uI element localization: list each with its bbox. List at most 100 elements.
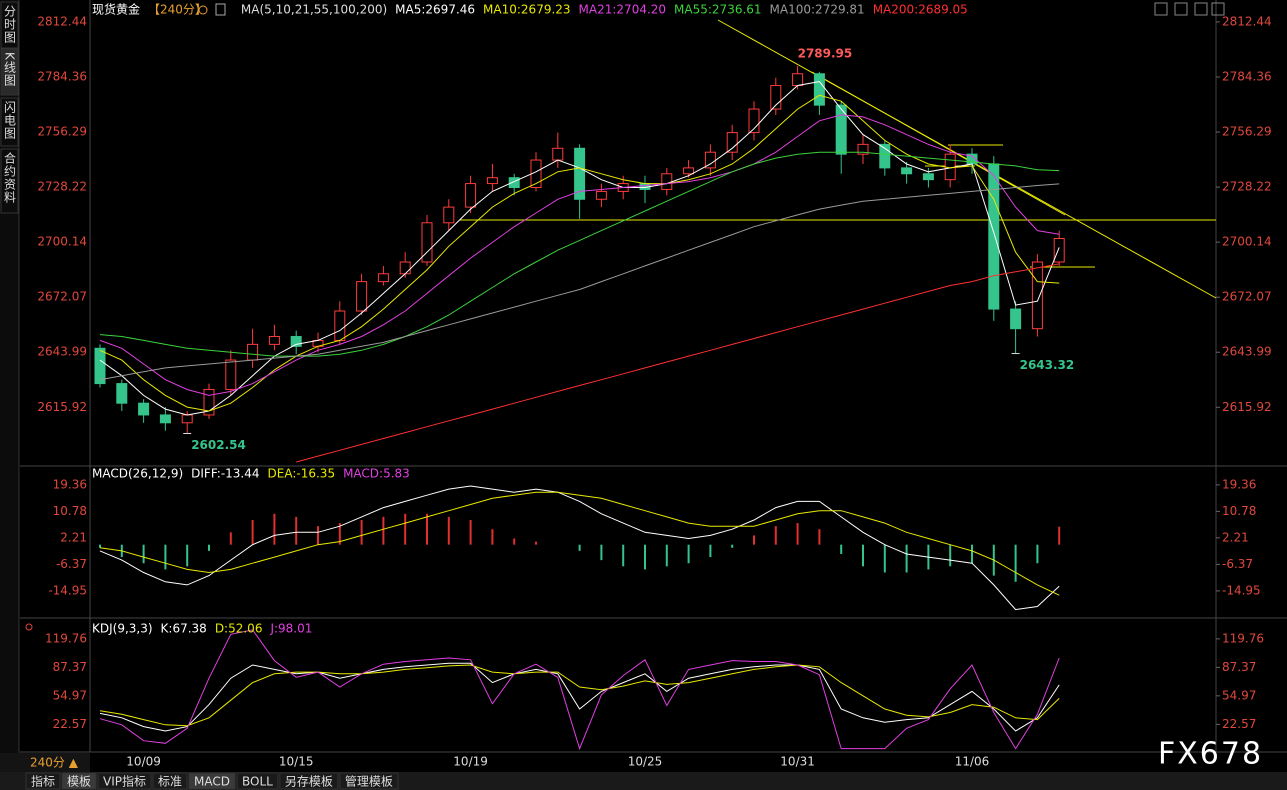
y-tick-label-right: 2.21 [1222,530,1249,544]
candle-body [421,222,433,263]
bottom-tab-label[interactable]: VIP指标 [103,774,146,789]
candle-body [1010,308,1022,330]
bottom-tab-label[interactable]: 管理模板 [345,774,393,789]
y-tick-label-right: 2756.29 [1222,125,1272,139]
y-tick-label: 2672.07 [37,290,87,304]
legend-text: MA100:2729.81 [770,3,865,17]
candle-body [661,173,673,190]
indicator-icon[interactable] [215,3,226,16]
bottom-tab-label[interactable]: 指标 [31,774,55,789]
y-tick-label: 19.36 [53,477,87,491]
y-tick-label: 87.37 [53,660,87,674]
candle-body [181,414,193,424]
bottom-tab[interactable] [152,772,188,790]
plot-area [99,629,1060,751]
y-tick-label: 22.57 [53,717,87,731]
tool-icon[interactable] [1174,2,1188,16]
legend-text: MA(5,10,21,55,100,200) [241,3,387,17]
indicator-line [99,183,1060,381]
candle-body [835,104,847,155]
side-tab[interactable] [0,97,19,147]
y-tick-label-right: 2672.07 [1222,290,1272,304]
y-tick-label-right: 87.37 [1222,660,1256,674]
period-button[interactable]: 240分 ▲ [30,756,79,770]
side-tab-label[interactable]: K线图 [3,52,17,87]
legend-text: MACD(26,12,9) [92,467,183,481]
bottom-tab[interactable] [236,772,279,790]
bottom-tab[interactable] [279,772,339,790]
candle-body [225,359,237,390]
side-tab-label[interactable]: 合约资料 [3,151,17,204]
candle-body [1053,237,1065,263]
side-tab[interactable] [0,48,19,96]
indicator-line [99,114,1060,396]
legend-text: KDJ(9,3,3) [92,622,153,636]
side-tab-label[interactable]: 分时图 [3,5,17,44]
candle-body [792,73,804,87]
indicator-line [99,94,1060,412]
candle-body [94,347,106,385]
tool-icon[interactable] [1211,2,1225,16]
bottom-tab[interactable] [97,772,152,790]
bottom-tab-label[interactable]: 模板 [67,775,91,789]
legend-text: J:98.01 [269,622,312,636]
plot-area [94,66,1065,463]
settings-icon[interactable] [198,5,208,15]
legend-text: 【240分】 [148,3,207,17]
x-tick-label: 10/25 [628,755,663,769]
y-tick-label: 2728.22 [37,180,87,194]
bottom-tab[interactable] [61,772,97,790]
legend-text: MA21:2704.20 [579,3,667,17]
bottom-tab[interactable] [25,772,61,790]
bottom-tab-label[interactable]: MACD [194,775,230,789]
candle-body [443,206,455,224]
indicator-line [99,151,1060,357]
y-tick-label: -6.37 [56,557,87,571]
candle-body [1031,261,1043,330]
tool-icon[interactable] [1154,2,1168,16]
tool-icon[interactable] [1194,2,1208,16]
y-tick-label: 2784.36 [37,69,87,83]
candle-body [486,177,498,185]
extreme-label: 2789.95 [798,47,853,61]
y-tick-label: 2615.92 [37,400,87,414]
candle-body [552,147,564,161]
indicator-line [99,664,1060,727]
candle-body [290,336,302,347]
side-tab[interactable] [0,148,19,214]
extreme-label: 2602.54 [191,438,246,452]
candle-body [683,167,695,175]
bottom-tab[interactable] [188,772,236,790]
candle-body [879,143,891,169]
x-tick-label: 10/15 [279,755,314,769]
bottom-tab-label[interactable]: BOLL [242,775,273,789]
legend-text: MA10:2679.23 [483,3,571,17]
candle-body [574,147,586,200]
bottom-tab[interactable] [339,772,399,790]
y-tick-label: 119.76 [45,631,87,645]
legend-text: 现货黄金 [92,2,140,17]
y-tick-label: 2700.14 [37,235,87,249]
extreme-label: 2643.32 [1020,358,1075,372]
bottom-tab-label[interactable]: 另存模板 [285,775,333,789]
bottom-tab-label[interactable]: 标准 [158,775,182,789]
indicator-line [296,263,1060,463]
candle-body [770,85,782,110]
candle-body [901,167,913,175]
side-tab[interactable] [0,1,19,49]
legend-text: MA5:2697.46 [395,3,475,17]
y-tick-label-right: 10.78 [1222,504,1256,518]
candle-body [748,108,760,134]
y-tick-label-right: 2700.14 [1222,235,1272,249]
y-tick-label: 54.97 [53,688,87,702]
x-tick-label: 11/06 [955,755,990,769]
side-tab-label[interactable]: 闪电图 [3,101,17,140]
y-tick-label-right: 19.36 [1222,477,1256,491]
period-button-bg[interactable] [0,753,90,772]
legend-text: MA200:2689.05 [873,3,968,17]
legend-text: K:67.38 [161,622,207,636]
kdj-icon[interactable] [25,623,33,631]
y-tick-label-right: 2784.36 [1222,69,1272,83]
